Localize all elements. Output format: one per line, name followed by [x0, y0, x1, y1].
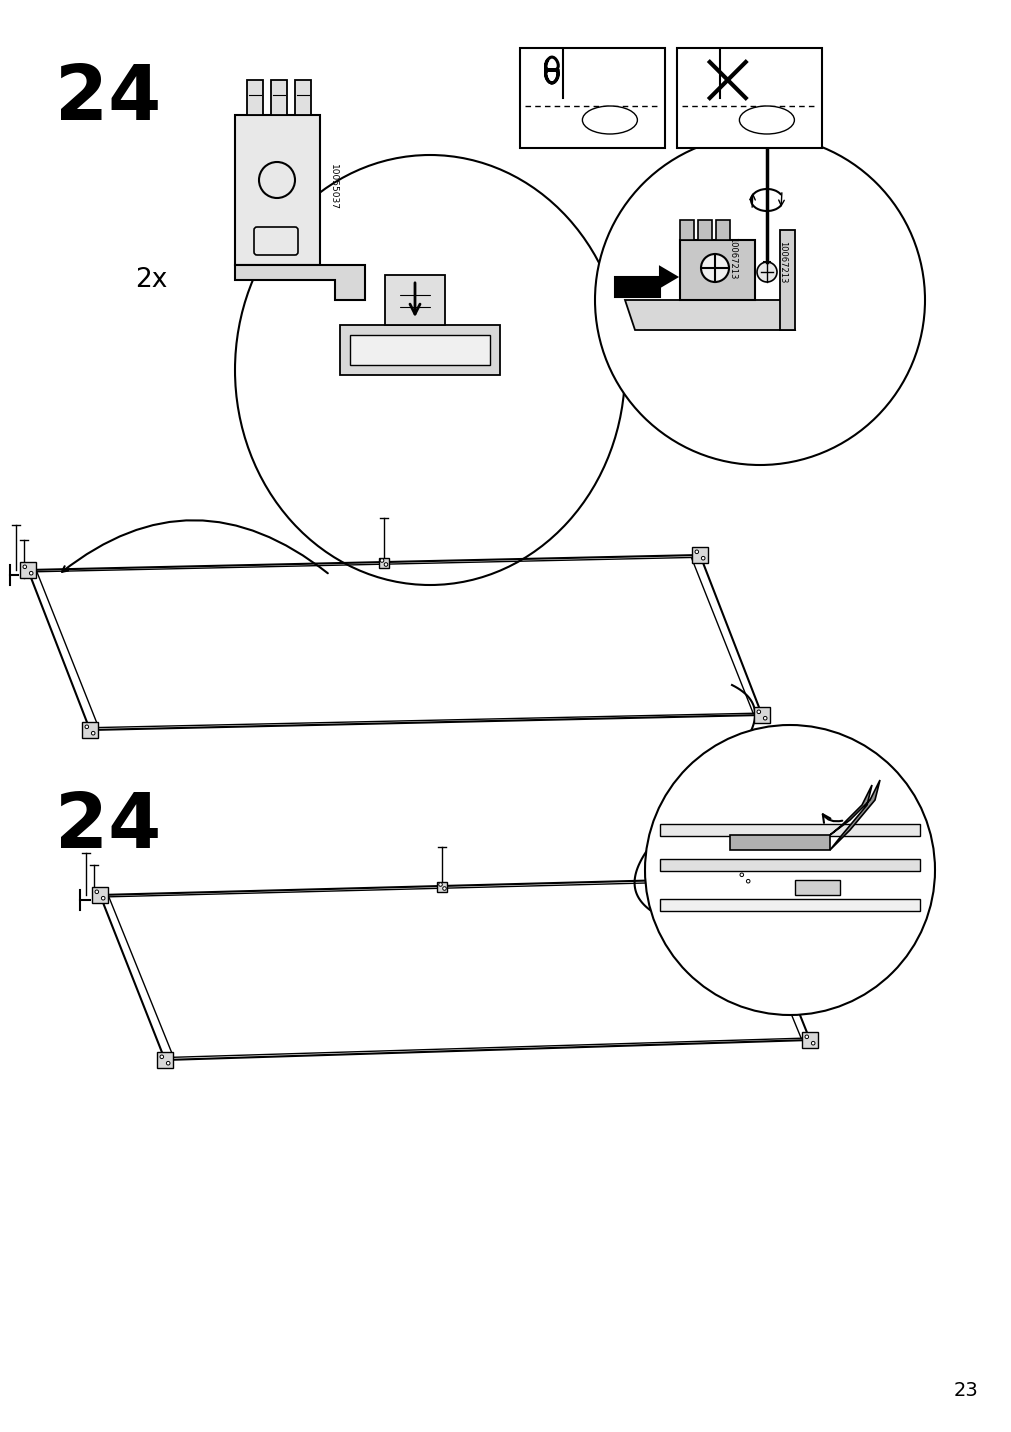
- Circle shape: [442, 886, 446, 891]
- Polygon shape: [625, 299, 795, 329]
- Text: 10055037: 10055037: [329, 165, 337, 211]
- Text: 24: 24: [55, 790, 161, 863]
- Polygon shape: [235, 265, 365, 299]
- Circle shape: [85, 725, 89, 729]
- Polygon shape: [698, 221, 712, 241]
- Bar: [801, 1032, 817, 1048]
- Circle shape: [644, 725, 934, 1015]
- Polygon shape: [615, 266, 676, 296]
- Bar: [736, 871, 752, 886]
- Circle shape: [756, 262, 776, 282]
- Polygon shape: [384, 275, 445, 325]
- Circle shape: [91, 732, 95, 735]
- Circle shape: [160, 1055, 164, 1058]
- Text: 23: 23: [952, 1380, 977, 1400]
- Bar: [692, 547, 708, 563]
- Text: 10067213: 10067213: [777, 241, 787, 284]
- Text: 10067213: 10067213: [728, 236, 737, 279]
- Polygon shape: [679, 221, 694, 241]
- Bar: [659, 823, 919, 836]
- Polygon shape: [271, 80, 287, 115]
- Ellipse shape: [739, 106, 794, 135]
- Circle shape: [762, 716, 766, 720]
- Circle shape: [384, 563, 387, 566]
- Circle shape: [166, 1061, 170, 1065]
- Circle shape: [701, 253, 728, 282]
- Polygon shape: [295, 80, 310, 115]
- Text: 24: 24: [55, 62, 161, 136]
- Bar: [753, 707, 769, 723]
- Bar: [82, 722, 98, 737]
- Circle shape: [95, 891, 98, 894]
- Circle shape: [23, 566, 26, 569]
- Bar: [795, 881, 839, 895]
- Circle shape: [701, 557, 705, 560]
- Circle shape: [594, 135, 924, 465]
- Text: 2x: 2x: [134, 266, 167, 294]
- Circle shape: [811, 1041, 814, 1045]
- Bar: [379, 557, 388, 567]
- Bar: [20, 561, 36, 579]
- Polygon shape: [716, 221, 729, 241]
- Polygon shape: [829, 780, 880, 851]
- Bar: [437, 882, 447, 892]
- Polygon shape: [235, 115, 319, 265]
- Ellipse shape: [235, 155, 625, 586]
- Polygon shape: [520, 49, 664, 147]
- Bar: [659, 859, 919, 871]
- Circle shape: [746, 879, 749, 884]
- Circle shape: [380, 558, 383, 563]
- Circle shape: [739, 874, 743, 876]
- Polygon shape: [779, 231, 795, 329]
- Ellipse shape: [581, 106, 637, 135]
- Circle shape: [101, 896, 105, 899]
- Polygon shape: [679, 241, 754, 299]
- Circle shape: [756, 710, 760, 713]
- Circle shape: [438, 882, 442, 886]
- Polygon shape: [729, 835, 829, 851]
- Bar: [659, 899, 919, 911]
- Circle shape: [29, 571, 33, 576]
- Bar: [92, 886, 108, 904]
- Polygon shape: [676, 49, 821, 147]
- Polygon shape: [340, 325, 499, 375]
- Polygon shape: [350, 335, 489, 365]
- Circle shape: [695, 550, 698, 554]
- Circle shape: [804, 1035, 808, 1038]
- Polygon shape: [247, 80, 263, 115]
- Bar: [157, 1053, 173, 1068]
